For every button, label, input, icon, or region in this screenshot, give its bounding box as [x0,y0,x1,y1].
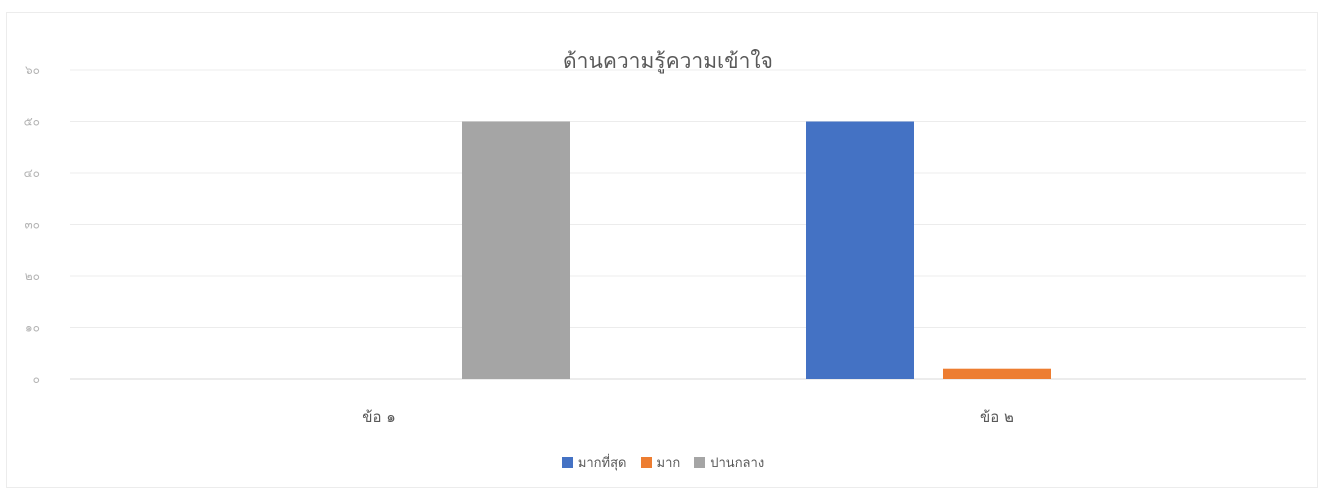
y-tick-label: ๓๐ [24,218,40,232]
bar-2-series-2 [943,368,1051,379]
legend-swatch [694,457,706,468]
legend-label: มากที่สุด [577,456,627,471]
y-tick-label: ๔๐ [24,166,40,180]
legend-item: มาก [640,452,681,473]
x-axis-ticks: ข้อ ๑ ข้อ ๒ [362,408,1014,426]
legend: มากที่สุด มาก ปานกลาง [0,452,1326,473]
y-tick-label: ๐ [33,372,40,386]
chart-title: ด้านความรู้ความเข้าใจ [563,49,773,74]
legend-item: มากที่สุด [561,452,627,473]
legend-label: ปานกลาง [710,456,765,471]
bars [462,121,1051,379]
x-tick-label: ข้อ ๒ [980,408,1014,426]
legend-label: มาก [656,456,681,471]
y-tick-label: ๑๐ [25,321,40,335]
legend-swatch [640,457,652,468]
gridlines [70,69,1306,380]
bar-2-series-1 [806,121,914,379]
legend-item: ปานกลาง [694,452,764,473]
y-axis-ticks: ๐ ๑๐ ๒๐ ๓๐ ๔๐ ๕๐ ๖๐ [24,63,40,386]
y-tick-label: ๕๐ [24,115,40,129]
chart-frame [6,12,1318,488]
x-tick-label: ข้อ ๑ [362,408,396,426]
y-tick-label: ๖๐ [25,63,40,77]
legend-swatch [561,457,573,468]
y-tick-label: ๒๐ [25,269,40,283]
bar-1-series-3 [462,121,570,379]
